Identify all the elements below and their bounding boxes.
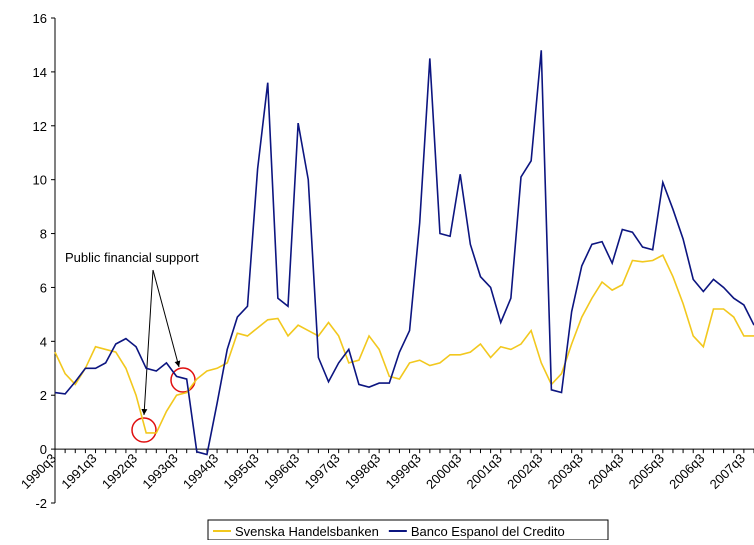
- y-tick-label: 6: [40, 280, 47, 295]
- x-tick-label: 2002q3: [504, 451, 545, 492]
- y-tick-label: 2: [40, 388, 47, 403]
- annotation: Public financial support: [65, 250, 199, 265]
- series-line: [54, 50, 754, 456]
- x-tick-label: 2005q3: [626, 451, 667, 492]
- x-tick-label: 2003q3: [545, 451, 586, 492]
- x-tick-label: 1993q3: [139, 451, 180, 492]
- y-tick-label: 0: [40, 442, 47, 457]
- x-tick-label: 2007q3: [707, 451, 748, 492]
- y-tick-label: -2: [35, 496, 47, 511]
- y-tick-label: 16: [33, 11, 47, 26]
- x-tick-label: 1992q3: [99, 451, 140, 492]
- x-tick-label: 1991q3: [58, 451, 99, 492]
- legend: Svenska Handelsbanken Banco Espanol del C…: [207, 519, 609, 541]
- x-tick-label: 1994q3: [180, 451, 221, 492]
- x-tick-label: 2001q3: [464, 451, 505, 492]
- x-tick-label: 1997q3: [301, 451, 342, 492]
- y-tick-label: 14: [33, 65, 47, 80]
- annotation-shapes: [131, 269, 196, 443]
- x-tick-label: 2004q3: [585, 451, 626, 492]
- y-tick-label: 10: [33, 173, 47, 188]
- x-tick-label: 2000q3: [423, 451, 464, 492]
- y-tick-label: 8: [40, 227, 47, 242]
- y-tick-label: 12: [33, 119, 47, 134]
- legend-label: Banco Espanol del Credito: [411, 524, 565, 539]
- x-tick-label: 1995q3: [220, 451, 261, 492]
- series-line: [54, 254, 754, 434]
- y-tick-label: 4: [40, 334, 47, 349]
- x-tick-label: 1996q3: [261, 451, 302, 492]
- x-tick-label: 1990q3: [18, 451, 59, 492]
- x-tick-label: 2006q3: [666, 451, 707, 492]
- x-tick-label: 1999q3: [383, 451, 424, 492]
- x-tick-label: 1998q3: [342, 451, 383, 492]
- legend-label: Svenska Handelsbanken: [235, 524, 379, 539]
